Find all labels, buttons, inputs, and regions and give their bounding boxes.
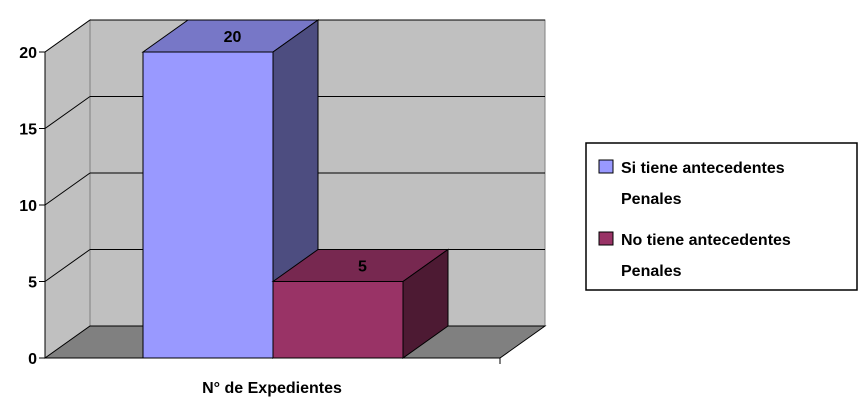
y-tick-label: 0 — [28, 351, 37, 368]
y-tick-label: 10 — [19, 198, 37, 215]
gridline-side — [44, 19, 91, 53]
bars — [141, 19, 450, 359]
legend-label-si-line2: Penales — [621, 191, 682, 208]
gridline-side — [44, 172, 91, 206]
y-ticks: 0 5 10 15 20 — [19, 45, 45, 368]
x-axis-title: N° de Expedientes — [202, 380, 342, 397]
legend-swatch-si — [598, 159, 614, 174]
bar-side-1 — [402, 248, 449, 359]
gridline-side — [44, 96, 91, 129]
legend-label-no-line2: Penales — [621, 263, 682, 280]
legend-label-no-line1: No tiene antecedentes — [621, 232, 791, 249]
bar-front-1 — [272, 281, 404, 359]
legend-box — [585, 142, 858, 291]
legend-swatch-no — [598, 231, 614, 246]
y-tick-label: 5 — [28, 275, 37, 292]
legend-label-si-line1: Si tiene antecedentes — [621, 160, 785, 177]
legend: Si tiene antecedentes Penales No tiene a… — [585, 142, 858, 291]
data-labels: 20 5 — [224, 29, 367, 276]
gridline-side — [44, 249, 91, 282]
data-label-1: 5 — [358, 259, 367, 276]
y-tick-label: 15 — [19, 122, 37, 139]
bar-front-0 — [142, 51, 274, 359]
data-label-0: 20 — [224, 29, 242, 46]
y-tick-label: 20 — [19, 45, 37, 62]
